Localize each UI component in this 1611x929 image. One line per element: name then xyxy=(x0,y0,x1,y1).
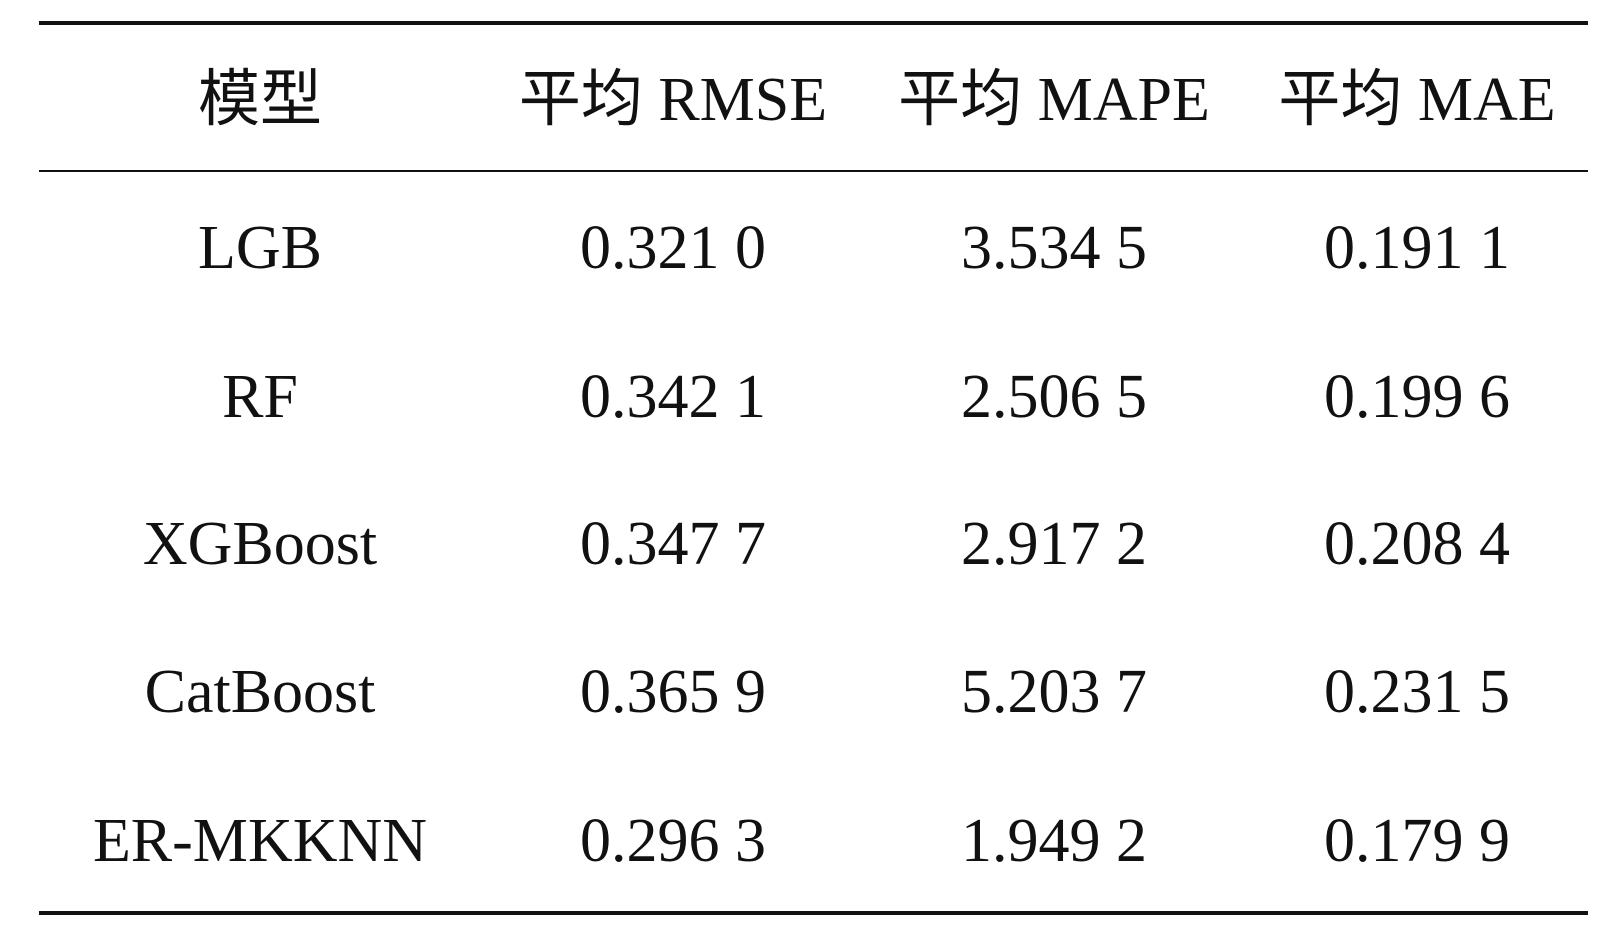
metric-value: 0.179 9 xyxy=(1324,807,1510,875)
header-cell: 平均 MAE xyxy=(1278,66,1556,134)
model-name: CatBoost xyxy=(144,658,376,726)
metric-value: 0.321 0 xyxy=(580,214,766,282)
metric-value: 0.199 6 xyxy=(1324,363,1510,431)
metric-value: 0.347 7 xyxy=(580,510,766,578)
header-cell: 平均 RMSE xyxy=(518,66,828,134)
metric-value: 2.917 2 xyxy=(961,510,1147,578)
metric-value: 0.296 3 xyxy=(580,807,766,875)
metric-value: 1.949 2 xyxy=(961,807,1147,875)
header-cell: 平均 MAPE xyxy=(898,66,1210,134)
metric-value: 0.365 9 xyxy=(580,658,766,726)
model-name: ER-MKKNN xyxy=(92,807,428,875)
metric-value: 0.231 5 xyxy=(1324,658,1510,726)
metric-value: 0.342 1 xyxy=(580,363,766,431)
metric-value: 0.191 1 xyxy=(1324,214,1510,282)
bottom-rule xyxy=(39,911,1588,915)
model-name: RF xyxy=(222,363,298,431)
model-name: XGBoost xyxy=(142,510,378,578)
metric-value: 5.203 7 xyxy=(961,658,1147,726)
header-cell: 模型 xyxy=(197,66,322,134)
header-rule xyxy=(39,170,1588,172)
metric-value: 0.208 4 xyxy=(1324,510,1510,578)
model-name: LGB xyxy=(198,214,322,282)
metric-value: 3.534 5 xyxy=(961,214,1147,282)
metric-value: 2.506 5 xyxy=(961,363,1147,431)
top-rule xyxy=(39,21,1588,25)
